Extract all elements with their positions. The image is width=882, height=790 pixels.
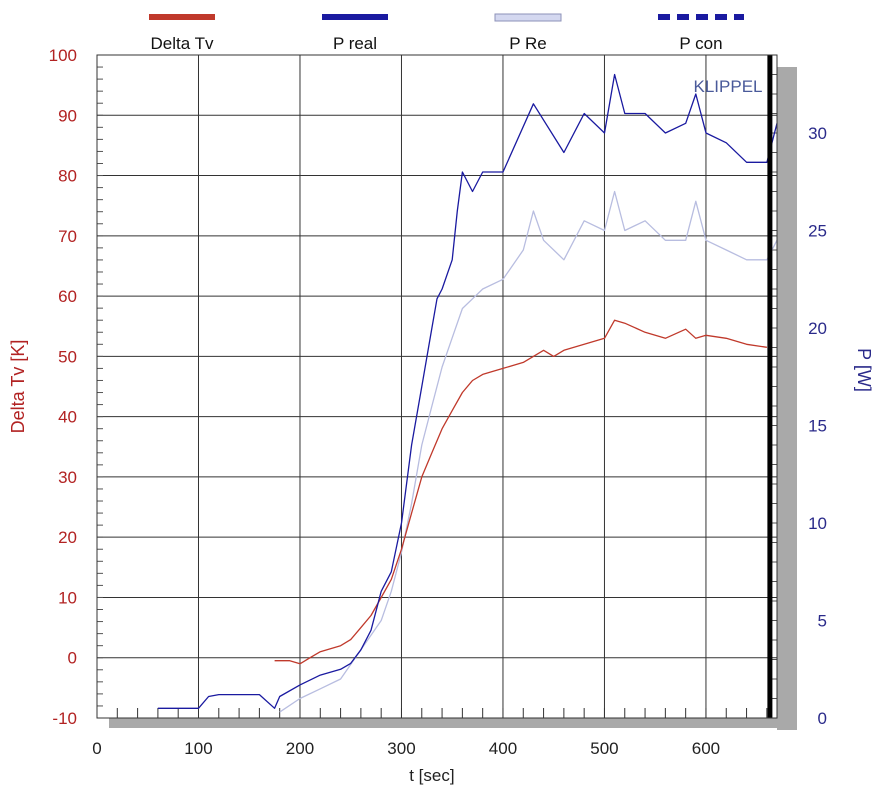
legend-label-p-con: P con [679, 34, 722, 53]
x-axis-title: t [sec] [409, 766, 454, 785]
series-line-delta-tv [274, 319, 767, 665]
legend-label-p-real: P real [333, 34, 377, 53]
y-left-tick-label: -10 [52, 709, 77, 728]
y-right-tick-label: 5 [818, 612, 827, 631]
x-tick-label: 200 [286, 739, 314, 758]
y-right-tick-label: 10 [808, 514, 827, 533]
y-left-tick-label: 80 [58, 167, 77, 186]
x-tick-label: 100 [184, 739, 212, 758]
y-left-tick-label: 20 [58, 528, 77, 547]
plot-shadow-right [777, 67, 797, 730]
x-tick-label: 300 [387, 739, 415, 758]
x-tick-label: 600 [692, 739, 720, 758]
series-layer [157, 73, 778, 713]
x-tick-label: 500 [590, 739, 618, 758]
plot-shadow [109, 67, 797, 730]
legend-label-delta-tv: Delta Tv [151, 34, 214, 53]
y-left-tick-label: 50 [58, 347, 77, 366]
x-tick-label: 0 [92, 739, 101, 758]
legend-label-p-re: P Re [509, 34, 547, 53]
plot-shadow-bottom [109, 718, 797, 728]
y-right-tick-label: 20 [808, 319, 827, 338]
axes [96, 54, 778, 719]
y-left-tick-label: 60 [58, 287, 77, 306]
grid [97, 55, 777, 718]
x-tick-label: 400 [489, 739, 517, 758]
watermark-label: KLIPPEL [694, 77, 763, 96]
y-left-tick-label: 0 [68, 649, 77, 668]
y-right-tick-label: 25 [808, 222, 827, 241]
legend: Delta Tv P real P Re P con [149, 13, 744, 53]
y-right-tick-label: 15 [808, 417, 827, 436]
y-left-tick-label: 100 [49, 46, 77, 65]
y-left-tick-label: 70 [58, 227, 77, 246]
y-left-tick-label: 10 [58, 588, 77, 607]
y-right-tick-label: 0 [818, 709, 827, 728]
y-left-tick-label: 30 [58, 468, 77, 487]
y-left-axis-title: Delta Tv [K] [8, 340, 28, 434]
y-right-axis-title: P [W] [854, 348, 874, 392]
series-line-p-real [157, 73, 778, 709]
series-line-p-re [279, 190, 778, 713]
y-left-tick-label: 90 [58, 106, 77, 125]
plot-frame [96, 54, 778, 719]
legend-swatch-border [494, 13, 562, 22]
y-right-tick-label: 30 [808, 124, 827, 143]
y-left-tick-label: 40 [58, 408, 77, 427]
